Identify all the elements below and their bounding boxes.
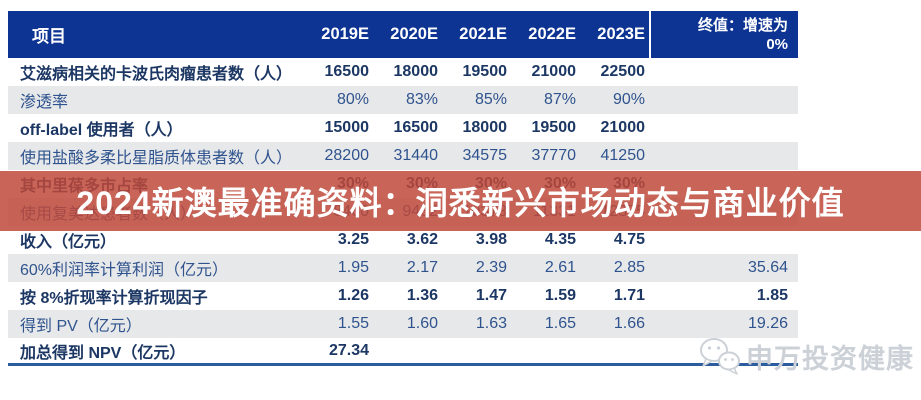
cell-value-2023e: 2.85 bbox=[613, 259, 645, 276]
table-row: 渗透率 80% 83% 85% 87% 90% bbox=[8, 86, 798, 114]
cell-value-2022e: 1.59 bbox=[544, 287, 576, 304]
cell-value-2019e: 80% bbox=[336, 91, 369, 108]
cell-value-2021e bbox=[442, 338, 511, 363]
cell-value-2023e: 22500 bbox=[600, 63, 646, 80]
cell-value-2021e: 85% bbox=[474, 91, 507, 108]
cell-value-2019e: 1.55 bbox=[337, 315, 369, 332]
column-header-2019e: 2019E bbox=[321, 25, 369, 43]
table-row: 按 8%折现率计算折现因子 1.26 1.36 1.47 1.59 1.71 1… bbox=[8, 282, 798, 310]
table-row: 艾滋病相关的卡波氏肉瘤患者数（人） 16500 18000 19500 2100… bbox=[8, 58, 798, 86]
cell-value-2023e bbox=[580, 338, 649, 363]
table-row: 60%利润率计算利润（亿元） 1.95 2.17 2.39 2.61 2.85 … bbox=[8, 254, 798, 282]
cell-value-2023e: 21000 bbox=[600, 119, 646, 136]
row-label: off-label 使用者（人） bbox=[20, 122, 183, 139]
cell-value-2023e: 41250 bbox=[600, 147, 646, 164]
cell-value-2019e: 3.25 bbox=[337, 231, 369, 248]
cell-value-2021e: 19500 bbox=[462, 63, 508, 80]
column-header-2022e: 2022E bbox=[528, 25, 576, 43]
cell-value-terminal: 35.64 bbox=[747, 259, 788, 276]
cell-value-2023e: 4.75 bbox=[613, 231, 645, 248]
column-header-terminal-value: 终值：增速为 0% bbox=[649, 11, 798, 58]
cell-value-2022e: 4.35 bbox=[544, 231, 576, 248]
cell-value-2019e: 27.34 bbox=[328, 341, 369, 359]
cell-value-2023e: 1.66 bbox=[613, 315, 645, 332]
cell-value-terminal bbox=[649, 58, 798, 86]
row-label: 60%利润率计算利润（亿元） bbox=[20, 262, 229, 279]
cell-value-2021e: 34575 bbox=[462, 147, 508, 164]
row-label: 渗透率 bbox=[20, 94, 69, 111]
promo-banner-text: 2024新澳最准确资料：洞悉新兴市场动态与商业价值 bbox=[76, 185, 845, 221]
cell-value-terminal: 19.26 bbox=[747, 315, 788, 332]
cell-value-2019e: 1.95 bbox=[337, 259, 369, 276]
terminal-header-line1: 终值：增速为 bbox=[697, 17, 788, 34]
table-row: 得到 PV（亿元） 1.55 1.60 1.63 1.65 1.66 19.26 bbox=[8, 310, 798, 338]
cell-value-2021e: 1.63 bbox=[475, 315, 507, 332]
table-header-row: 项目 2019E 2020E 2021E 2022E 2023E 终值：增速为 0… bbox=[8, 11, 798, 58]
cell-value-2022e: 37770 bbox=[531, 147, 577, 164]
cell-value-2022e: 21000 bbox=[531, 63, 577, 80]
column-header-project: 项目 bbox=[32, 27, 66, 46]
cell-value-2020e bbox=[373, 338, 442, 363]
cell-value-2019e: 16500 bbox=[324, 63, 370, 80]
cell-value-terminal bbox=[649, 142, 798, 170]
promo-banner: 2024新澳最准确资料：洞悉新兴市场动态与商业价值 bbox=[0, 171, 921, 231]
cell-value-2021e: 18000 bbox=[462, 119, 508, 136]
cell-value-2020e: 1.36 bbox=[406, 287, 438, 304]
cell-value-2022e: 87% bbox=[543, 91, 576, 108]
cell-value-2023e: 90% bbox=[612, 91, 645, 108]
cell-value-terminal bbox=[649, 114, 798, 142]
cell-value-2021e: 2.39 bbox=[475, 259, 507, 276]
wechat-icon bbox=[700, 338, 740, 375]
cell-value-terminal bbox=[649, 86, 798, 114]
column-header-2023e: 2023E bbox=[597, 25, 645, 43]
cell-value-2022e: 2.61 bbox=[544, 259, 576, 276]
cell-value-2019e: 1.26 bbox=[337, 287, 369, 304]
cell-value-2021e: 3.98 bbox=[475, 231, 507, 248]
cell-value-2020e: 83% bbox=[405, 91, 438, 108]
cell-value-2019e: 28200 bbox=[324, 147, 370, 164]
cell-value-2020e: 31440 bbox=[393, 147, 439, 164]
cell-value-2020e: 3.62 bbox=[406, 231, 438, 248]
table-row: 加总得到 NPV（亿元） 27.34 bbox=[8, 338, 798, 366]
cell-value-2021e: 1.47 bbox=[475, 287, 507, 304]
terminal-header-line2: 0% bbox=[766, 36, 788, 53]
row-label: 得到 PV（亿元） bbox=[20, 318, 142, 335]
column-header-2021e: 2021E bbox=[459, 25, 507, 43]
cell-value-2019e: 15000 bbox=[324, 119, 370, 136]
table-row: off-label 使用者（人） 15000 16500 18000 19500… bbox=[8, 114, 798, 142]
watermark-text: 申万投资健康 bbox=[746, 343, 914, 374]
cell-value-2020e: 18000 bbox=[393, 63, 439, 80]
watermark: 申万投资健康 bbox=[698, 336, 914, 376]
row-label: 使用盐酸多柔比星脂质体患者数（人） bbox=[20, 150, 293, 167]
row-label: 按 8%折现率计算折现因子 bbox=[20, 290, 208, 307]
cell-value-2022e: 19500 bbox=[531, 119, 577, 136]
row-label: 收入（亿元） bbox=[20, 234, 117, 251]
cell-value-2020e: 2.17 bbox=[406, 259, 438, 276]
column-header-2020e: 2020E bbox=[390, 25, 438, 43]
table-row: 使用盐酸多柔比星脂质体患者数（人） 28200 31440 34575 3777… bbox=[8, 142, 798, 170]
cell-value-2020e: 1.60 bbox=[406, 315, 438, 332]
row-label: 艾滋病相关的卡波氏肉瘤患者数（人） bbox=[20, 66, 293, 83]
cell-value-2023e: 1.71 bbox=[613, 287, 645, 304]
cell-value-2022e: 1.65 bbox=[544, 315, 576, 332]
cell-value-2020e: 16500 bbox=[393, 119, 439, 136]
row-label: 加总得到 NPV（亿元） bbox=[20, 344, 186, 362]
cell-value-terminal: 1.85 bbox=[756, 287, 788, 304]
cell-value-2022e bbox=[511, 338, 580, 363]
